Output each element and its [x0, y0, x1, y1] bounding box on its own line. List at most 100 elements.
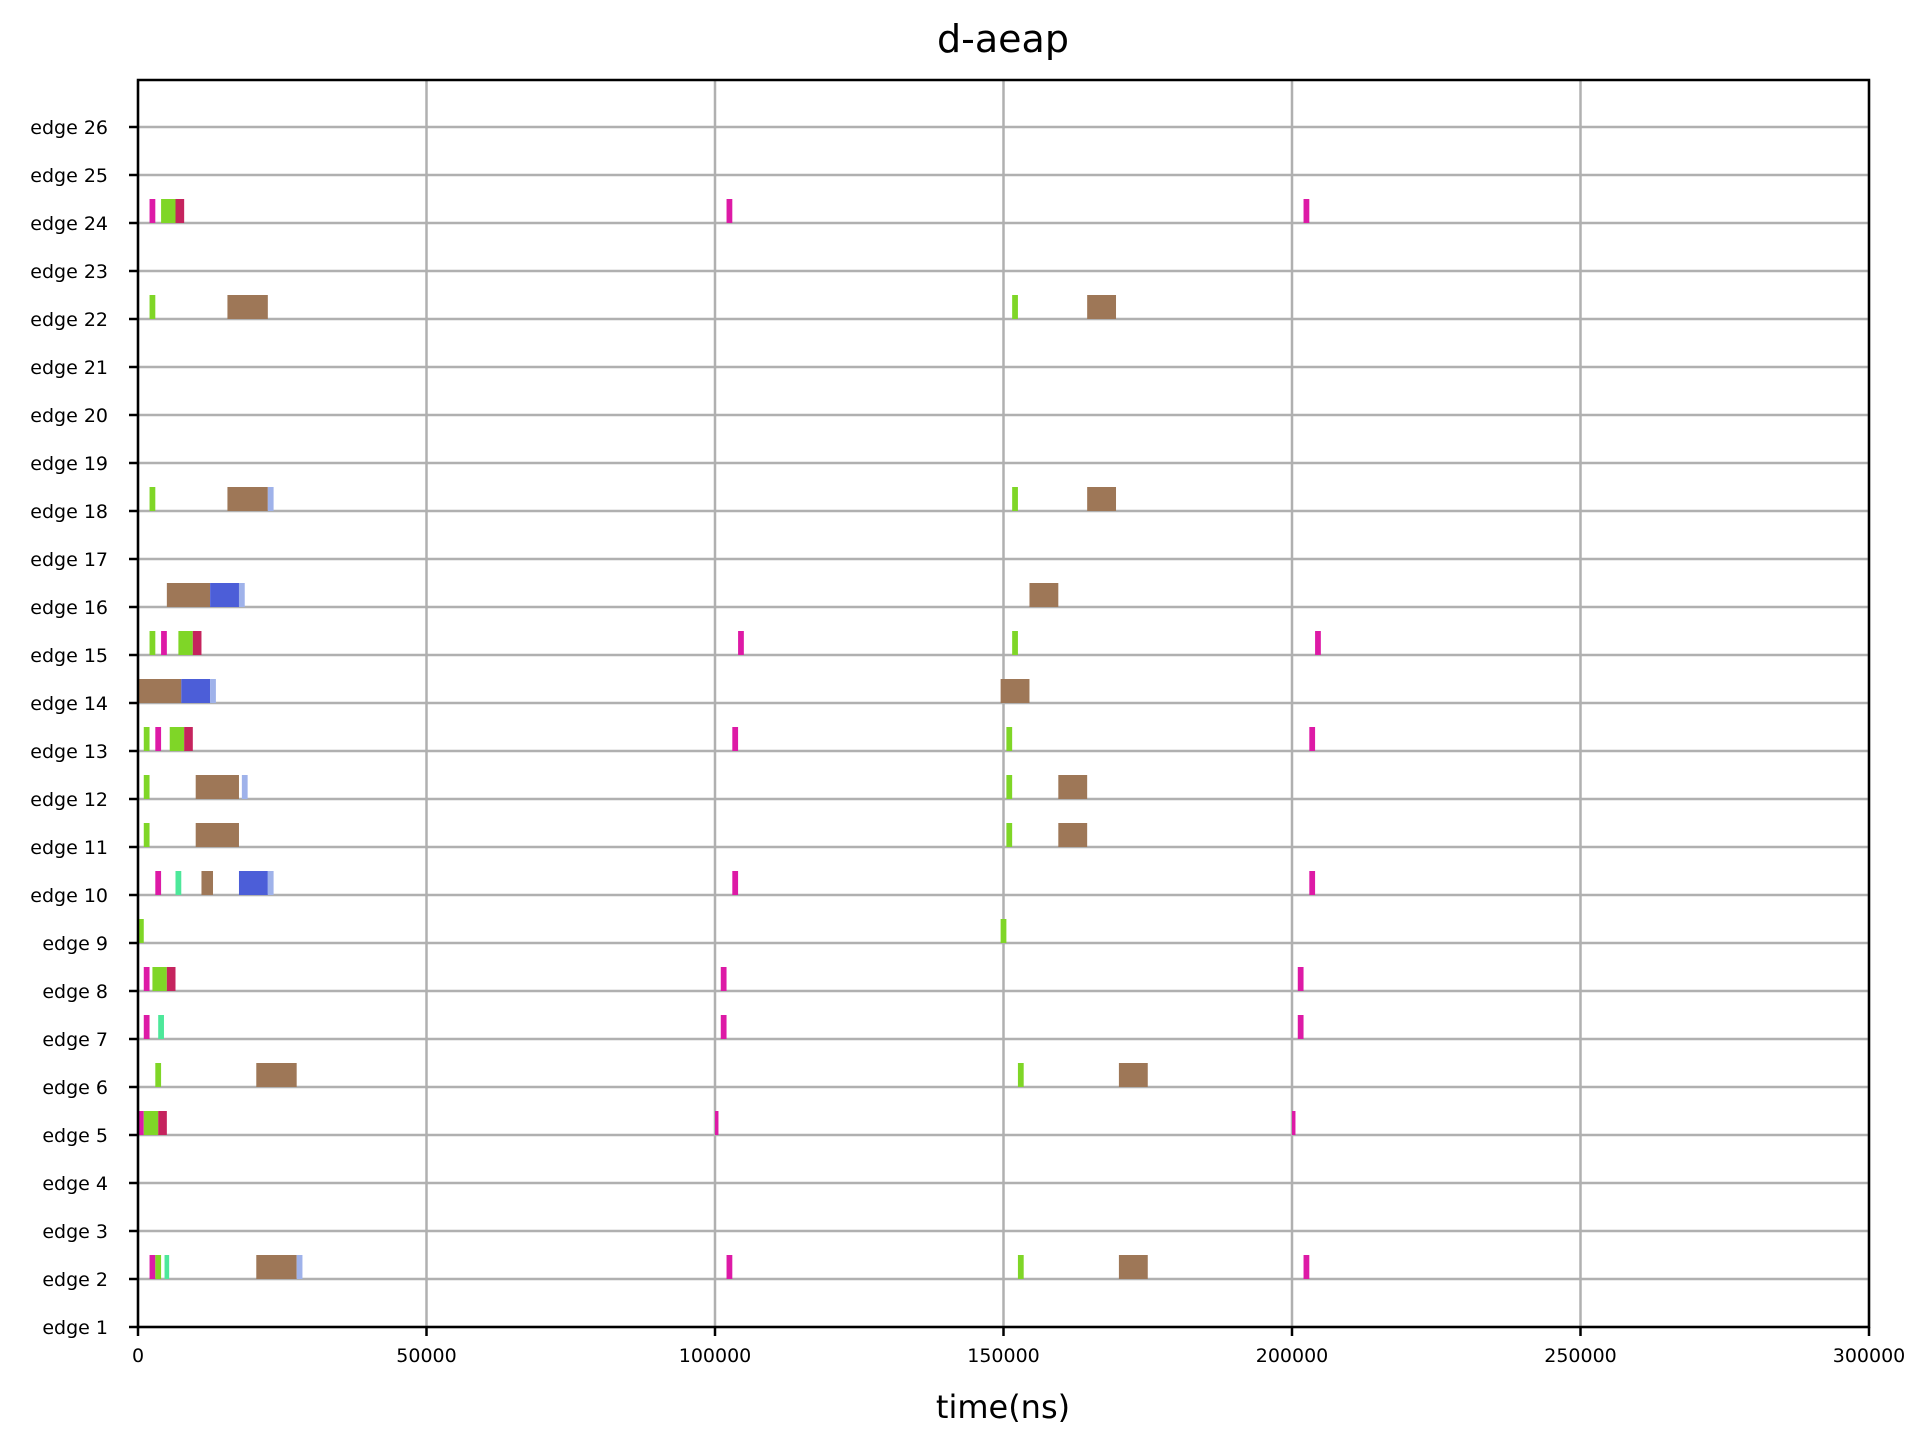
timeline-bar — [195, 823, 239, 847]
timeline-bar — [152, 967, 167, 991]
x-tick-label: 250000 — [1544, 1345, 1617, 1367]
timeline-bar — [1006, 775, 1013, 799]
timeline-bar — [175, 199, 185, 223]
timeline-bar — [1297, 967, 1304, 991]
timeline-bar — [720, 1015, 727, 1039]
y-tick-label: edge 15 — [30, 645, 108, 667]
timeline-bar — [1006, 823, 1013, 847]
timeline-bar — [1292, 1111, 1296, 1135]
y-tick-label: edge 10 — [30, 885, 108, 907]
x-tick-labels: 0 50000 100000 150000 200000 250000 300000 — [132, 1345, 1905, 1367]
y-tick-label: edge 21 — [30, 357, 108, 379]
timeline-bar — [726, 199, 733, 223]
y-tick-label: edge 13 — [30, 741, 108, 763]
y-tick-label: edge 8 — [42, 981, 108, 1003]
timeline-bar — [138, 679, 182, 703]
y-tick-label: edge 17 — [30, 549, 108, 571]
y-tick-label: edge 16 — [30, 597, 108, 619]
grid-lines — [136, 80, 1871, 1329]
x-tick-label: 50000 — [396, 1345, 456, 1367]
timeline-bar — [178, 631, 193, 655]
axis-ticks — [129, 125, 1871, 1336]
y-tick-label: edge 18 — [30, 501, 108, 523]
timeline-bar — [1303, 199, 1310, 223]
timeline-bar — [149, 295, 156, 319]
timeline-bar — [227, 487, 268, 511]
timeline-bar — [164, 1255, 170, 1279]
timeline-bar — [155, 1255, 162, 1279]
timeline-bar — [1012, 295, 1018, 319]
x-axis-label: time(ns) — [936, 1388, 1070, 1426]
timeline-bar — [149, 487, 156, 511]
timeline-bar — [161, 199, 176, 223]
x-tick-label: 300000 — [1833, 1345, 1906, 1367]
timeline-bar — [238, 583, 245, 607]
timeline-bar — [1006, 727, 1013, 751]
timeline-bar — [155, 727, 162, 751]
bar-segments — [138, 199, 1321, 1279]
timeline-bar — [210, 583, 239, 607]
timeline-bar — [1118, 1063, 1148, 1087]
y-tick-label: edge 23 — [30, 261, 108, 283]
y-tick-label: edge 19 — [30, 453, 108, 475]
timeline-bar — [1303, 1255, 1310, 1279]
y-tick-labels: edge 1 edge 2 edge 3 edge 4 edge 5 edge 6 edge… — [30, 117, 108, 1339]
timeline-bar — [175, 871, 182, 895]
timeline-bar — [1309, 871, 1316, 895]
timeline-bar — [158, 1111, 167, 1135]
timeline-bar — [1058, 823, 1088, 847]
timeline-bar — [296, 1255, 303, 1279]
x-tick-label: 150000 — [967, 1345, 1040, 1367]
timeline-bar — [1315, 631, 1321, 655]
x-tick-label: 200000 — [1256, 1345, 1329, 1367]
timeline-bar — [1012, 487, 1018, 511]
timeline-bar — [720, 967, 727, 991]
timeline-bar — [169, 727, 185, 751]
timeline-bar — [166, 967, 176, 991]
timeline-bar — [1000, 679, 1030, 703]
timeline-bar — [138, 919, 144, 943]
y-tick-label: edge 1 — [42, 1317, 108, 1339]
timeline-bar — [1118, 1255, 1148, 1279]
timeline-bar — [241, 775, 248, 799]
timeline-bar — [166, 583, 211, 607]
timeline-bar — [149, 631, 156, 655]
timeline-bar — [143, 727, 150, 751]
timeline-bar — [143, 967, 150, 991]
timeline-bar — [138, 1111, 144, 1135]
timeline-bar — [143, 1015, 150, 1039]
y-tick-label: edge 4 — [42, 1173, 108, 1195]
chart-title: d-aeap — [937, 17, 1069, 61]
x-tick-label: 0 — [132, 1345, 144, 1367]
timeline-bar — [227, 295, 268, 319]
x-tick-label: 100000 — [679, 1345, 752, 1367]
timeline-bar — [1309, 727, 1316, 751]
timeline-bar — [143, 823, 150, 847]
y-tick-label: edge 25 — [30, 165, 108, 187]
timeline-bar — [1058, 775, 1088, 799]
y-tick-label: edge 9 — [42, 933, 108, 955]
timeline-bar — [238, 871, 268, 895]
timeline-bar — [267, 871, 274, 895]
y-tick-label: edge 14 — [30, 693, 108, 715]
timeline-bar — [1017, 1255, 1024, 1279]
timeline-bar — [1012, 631, 1018, 655]
timeline-bar — [256, 1063, 297, 1087]
timeline-bar — [155, 1063, 162, 1087]
timeline-bar — [1297, 1015, 1304, 1039]
y-tick-label: edge 12 — [30, 789, 108, 811]
timeline-bar — [732, 727, 739, 751]
timeline-bar — [149, 1255, 156, 1279]
timeline-bar — [192, 631, 202, 655]
y-tick-label: edge 11 — [30, 837, 108, 859]
timeline-bar — [1000, 919, 1007, 943]
timeline-bar — [158, 1015, 164, 1039]
timeline-bar — [195, 775, 239, 799]
y-tick-label: edge 5 — [42, 1125, 108, 1147]
timeline-bar — [1017, 1063, 1024, 1087]
timeline-bar — [1087, 487, 1117, 511]
timeline-bar — [726, 1255, 733, 1279]
y-tick-label: edge 26 — [30, 117, 108, 139]
